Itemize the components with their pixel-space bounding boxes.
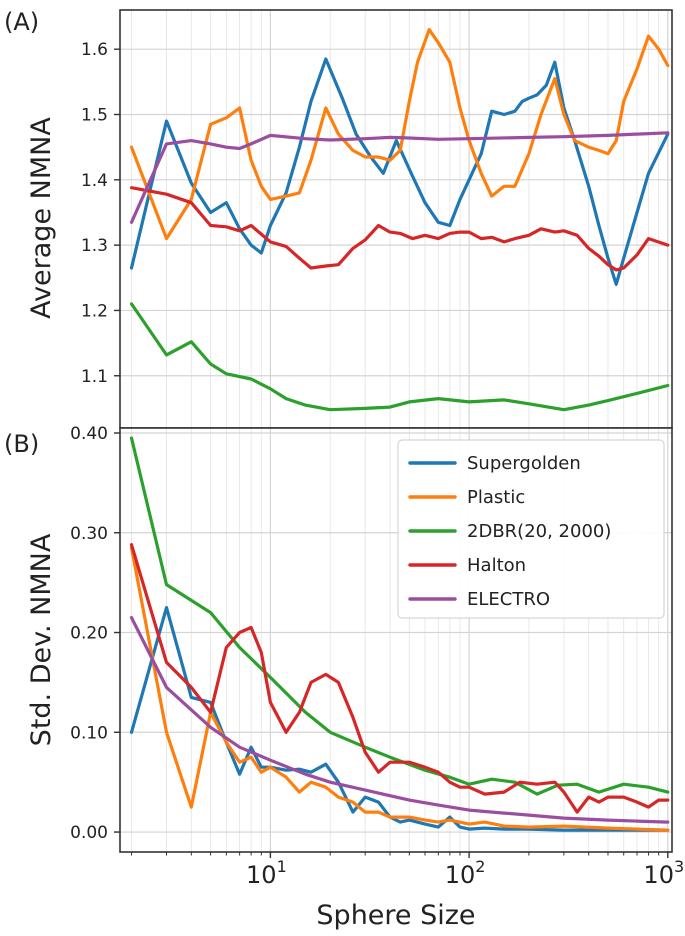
panel-a-ytick-label-2: 1.3 bbox=[81, 236, 108, 256]
panel-b-ytick-label-1: 0.10 bbox=[70, 723, 108, 743]
panel-a-series-plastic bbox=[129, 28, 670, 241]
panel-a-ylabel: Average NMNA bbox=[26, 117, 57, 319]
panel-a-ytick-label-0: 1.1 bbox=[81, 367, 108, 387]
panel-b: 0.00 0.10 0.20 0.30 0.40 101 102 103 (B) Std. D… bbox=[4, 424, 684, 931]
panel-a-ytick-label-1: 1.2 bbox=[81, 301, 108, 321]
panel-b-series-supergolden bbox=[129, 605, 670, 832]
panel-a-series-electro bbox=[129, 131, 670, 224]
panel-a-plot-area bbox=[120, 10, 672, 428]
panel-a: 1.1 1.2 1.3 1.4 1.5 1.6 (A) Average NMNA bbox=[4, 8, 673, 434]
panel-b-series-plastic bbox=[129, 546, 670, 832]
panel-a-grid bbox=[120, 10, 672, 428]
legend-label-plastic: Plastic bbox=[467, 487, 525, 508]
panel-b-series-halton bbox=[129, 543, 670, 814]
panel-b-frame bbox=[119, 427, 673, 853]
panel-a-series-halton bbox=[129, 186, 670, 272]
panel-a-series bbox=[129, 28, 670, 412]
legend-label-supergolden: Supergolden bbox=[467, 453, 581, 474]
panel-b-label: (B) bbox=[4, 430, 39, 458]
panel-b-xlabel: Sphere Size bbox=[316, 900, 475, 931]
legend: Supergolden Plastic 2DBR(20, 2000) Halton EL… bbox=[397, 439, 665, 619]
legend-box bbox=[397, 439, 665, 619]
legend-label-halton: Halton bbox=[467, 555, 526, 576]
panel-a-label: (A) bbox=[4, 8, 39, 36]
legend-label-2dbr-20-2000-: 2DBR(20, 2000) bbox=[467, 521, 611, 542]
panel-b-ytick-label-0: 0.00 bbox=[70, 823, 108, 843]
panel-a-axes: 1.1 1.2 1.3 1.4 1.5 1.6 bbox=[81, 40, 669, 434]
panel-a-ytick-label-4: 1.5 bbox=[81, 106, 108, 126]
legend-entries: Supergolden Plastic 2DBR(20, 2000) Halton EL… bbox=[408, 453, 611, 610]
panel-b-ytick-label-3: 0.30 bbox=[70, 524, 108, 544]
panel-b-axes: 0.00 0.10 0.20 0.30 0.40 101 102 103 bbox=[70, 424, 684, 889]
panel-a-ytick-label-3: 1.4 bbox=[81, 171, 108, 191]
panel-b-ytick-label-2: 0.20 bbox=[70, 624, 108, 644]
legend-label-electro: ELECTRO bbox=[467, 589, 550, 610]
panel-b-series-electro bbox=[129, 615, 670, 824]
panel-b-series-2dbr-20-2000- bbox=[129, 436, 670, 796]
panel-a-ytick-label-5: 1.6 bbox=[81, 40, 108, 60]
panel-b-series bbox=[129, 436, 670, 832]
panel-b-ytick-label-4: 0.40 bbox=[70, 424, 108, 444]
panel-b-xtick-label-1: 102 bbox=[445, 857, 486, 889]
panel-a-series-supergolden bbox=[129, 57, 670, 286]
panel-b-xtick-label-2: 103 bbox=[643, 857, 684, 889]
panel-b-ylabel: Std. Dev. NMNA bbox=[26, 533, 57, 746]
panel-b-xtick-label-0: 101 bbox=[246, 857, 287, 889]
panel-a-series-2dbr-20-2000- bbox=[129, 302, 670, 412]
